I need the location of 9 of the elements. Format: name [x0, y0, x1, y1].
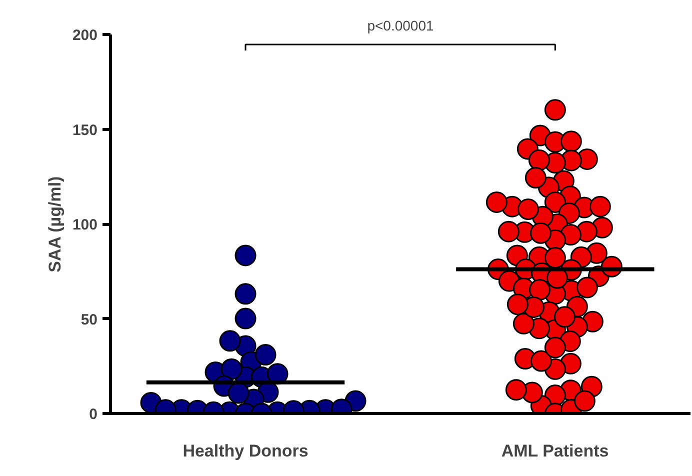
text: p<0.00001: [367, 18, 434, 34]
y-tick-label: 50: [80, 311, 98, 328]
x-tick-label: AML Patients: [501, 442, 609, 460]
y-tick-label: 200: [72, 27, 98, 44]
y-tick-label: 100: [72, 216, 98, 234]
y-tick-label: 150: [72, 122, 98, 139]
y-tick-label: 0: [89, 406, 98, 423]
y-axis-title: SAA (µg/ml): [45, 176, 64, 272]
x-tick-label: Healthy Donors: [182, 442, 308, 460]
